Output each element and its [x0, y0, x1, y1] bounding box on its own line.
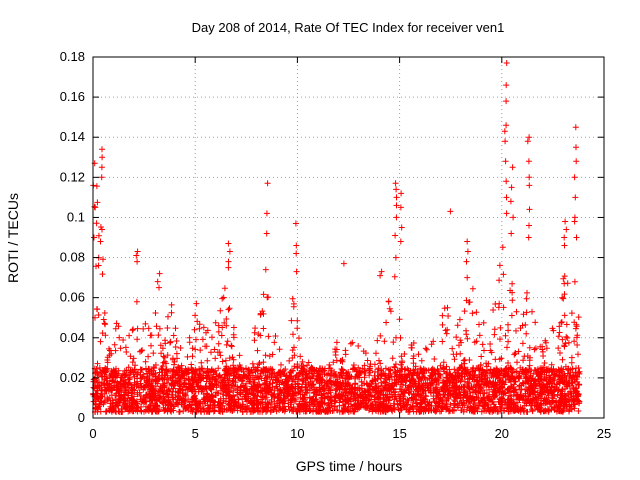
y-tick-label: 0.12 [60, 169, 85, 184]
ticks-layer: 0 0.02 0.04 0.06 0.08 0.1 0.12 0.14 0.16 0.18 0 5 10… [60, 49, 612, 441]
chart-title: Day 208 of 2014, Rate Of TEC Index for r… [192, 20, 505, 35]
plot-frame [92, 56, 605, 419]
y-tick-label: 0.02 [60, 370, 85, 385]
x-tick-label: 5 [192, 426, 199, 441]
y-axis-title: ROTI / TECUs [5, 193, 21, 283]
x-tick-label: 10 [290, 426, 304, 441]
x-tick-label: 15 [392, 426, 406, 441]
x-tick-label: 20 [495, 426, 509, 441]
y-tick-label: 0.1 [67, 209, 85, 224]
y-tick-label: 0.18 [60, 49, 85, 64]
y-tick-label: 0.16 [60, 89, 85, 104]
y-tick-label: 0.14 [60, 129, 85, 144]
y-tick-label: 0.06 [60, 290, 85, 305]
x-tick-label: 0 [89, 426, 96, 441]
y-tick-label: 0.04 [60, 330, 85, 345]
x-tick-label: 25 [597, 426, 611, 441]
y-tick-label: 0 [78, 410, 85, 425]
points-layer [90, 60, 583, 415]
roti-data-points [90, 60, 583, 415]
x-axis-title: GPS time / hours [296, 458, 403, 474]
y-tick-label: 0.08 [60, 250, 85, 265]
